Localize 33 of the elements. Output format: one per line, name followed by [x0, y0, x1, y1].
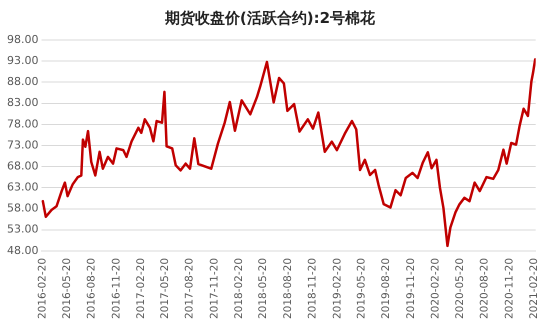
x-tick-label: 2016-08-20 [86, 258, 98, 320]
x-tick-label: 2020-05-20 [454, 258, 466, 320]
x-tick-label: 2017-08-20 [184, 258, 196, 320]
x-tick-label: 2018-05-20 [257, 258, 270, 320]
y-tick-label: 53.00 [6, 222, 38, 236]
y-tick-label: 63.00 [6, 180, 38, 194]
y-tick-label: 78.00 [6, 117, 38, 130]
x-tick-label: 2017-05-20 [158, 258, 171, 320]
x-tick-label: 2019-08-20 [380, 258, 392, 320]
x-tick-label: 2017-02-20 [135, 258, 148, 320]
x-tick-label: 2016-05-20 [60, 258, 73, 320]
x-tick-label: 2017-11-20 [208, 258, 220, 320]
x-tick-label: 2019-11-20 [404, 258, 417, 320]
y-tick-label: 58.00 [6, 202, 38, 215]
x-tick-label: 2020-08-20 [478, 258, 491, 320]
chart-title: 期货收盘价(活跃合约):2号棉花 [164, 8, 376, 27]
y-tick-label: 73.00 [6, 138, 38, 152]
x-tick-label: 2018-02-20 [233, 258, 246, 320]
x-tick-label: 2019-05-20 [355, 258, 368, 320]
y-tick-label: 48.00 [6, 244, 38, 257]
x-tick-label: 2016-11-20 [110, 258, 122, 320]
x-tick-label: 2016-02-20 [36, 258, 49, 320]
x-tick-label: 2020-02-20 [430, 258, 442, 320]
x-tick-label: 2019-02-20 [331, 258, 344, 320]
x-tick-label: 2020-11-20 [503, 258, 516, 320]
y-tick-label: 88.00 [6, 75, 38, 88]
x-tick-label: 2018-11-20 [306, 258, 319, 320]
x-tick-label: 2018-08-20 [282, 258, 294, 320]
y-tick-label: 68.00 [6, 159, 38, 172]
x-tick-label: 2021-02-20 [528, 258, 540, 320]
y-tick-label: 93.00 [6, 54, 38, 67]
y-tick-label: 98.00 [6, 32, 38, 46]
y-tick-label: 83.00 [6, 96, 38, 110]
